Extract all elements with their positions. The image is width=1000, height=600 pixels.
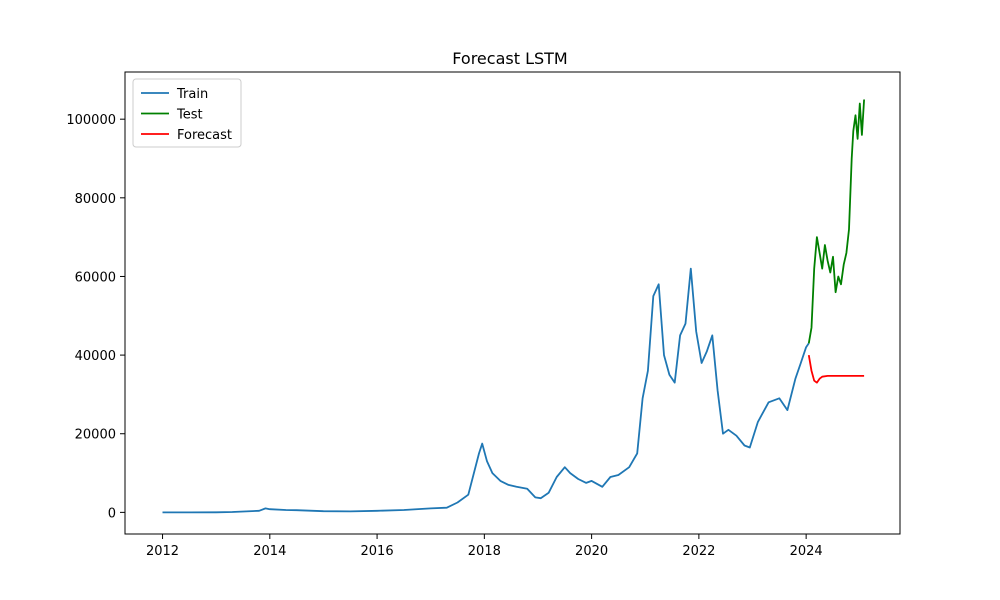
y-tick-label: 100000 [66,113,116,128]
x-tick-label: 2022 [682,544,715,559]
x-tick-label: 2024 [790,544,823,559]
y-tick-label: 40000 [75,349,116,364]
legend-label-forecast: Forecast [177,128,232,143]
y-tick-label: 0 [108,506,116,521]
legend-label-train: Train [176,87,208,102]
series-line-train [162,267,810,514]
legend-box [132,78,242,148]
x-tick-label: 2012 [146,544,179,559]
x-axis: 2012 2014 2016 2018 2020 2022 2024 [146,534,823,559]
x-tick-label: 2016 [361,544,394,559]
chart-title: Forecast LSTM [452,49,567,68]
x-tick-label: 2018 [468,544,501,559]
legend: Train Test Forecast [132,78,242,148]
legend-label-test: Test [176,108,203,123]
series-line-test [807,99,865,344]
y-axis: 0 20000 40000 60000 80000 100000 [66,113,125,521]
y-tick-label: 80000 [75,192,116,207]
x-tick-label: 2014 [253,544,286,559]
y-tick-label: 20000 [75,428,116,443]
series-lines [162,99,865,514]
series-line-forecast [807,354,865,384]
x-tick-label: 2020 [575,544,608,559]
y-tick-label: 60000 [75,270,116,285]
plot-frame [124,71,901,535]
